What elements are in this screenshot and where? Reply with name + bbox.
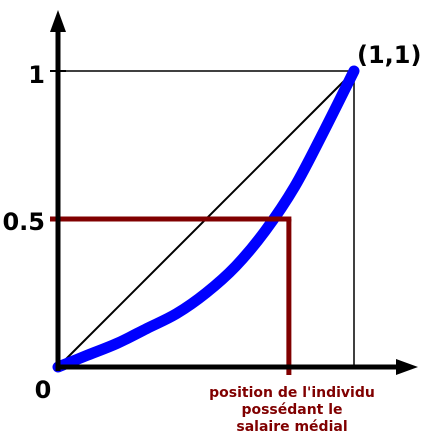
median-annotation-line-3: salaire médial [236, 419, 347, 435]
axes [50, 10, 418, 375]
x-axis-arrow-icon [396, 359, 418, 375]
y-axis-arrow-icon [50, 10, 66, 32]
median-marker-layer [50, 216, 292, 375]
median-annotation-line-2: possédant le [241, 402, 342, 418]
y-tick-label-0.5: 0.5 [2, 208, 45, 236]
origin-label: 0 [35, 376, 52, 404]
end-point-label: (1,1) [357, 41, 421, 69]
lorenz-curve [52, 65, 360, 373]
lorenz-curve-layer [52, 65, 360, 373]
y-tick-label-1: 1 [28, 61, 45, 89]
median-annotation-line-1: position de l'individu [209, 385, 375, 401]
